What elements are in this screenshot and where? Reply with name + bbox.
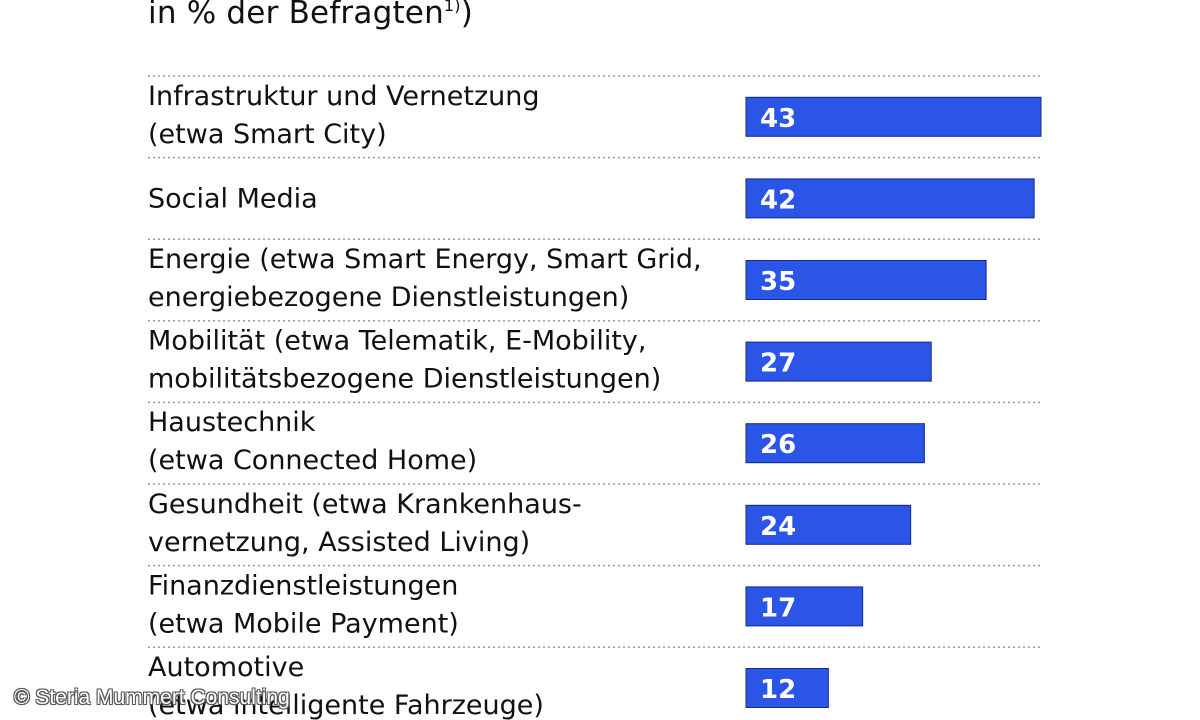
category-label: Finanzdienstleistungen: [148, 570, 458, 601]
category-label: Energie (etwa Smart Energy, Smart Grid,: [148, 244, 702, 275]
chart-row: Automotive (etwa intelligente Fahrzeuge) 1…: [148, 646, 1042, 720]
chart-row: Gesundheit (etwa Krankenhaus-vernetzung,…: [148, 483, 1042, 558]
footnote-mark: 1): [443, 0, 461, 15]
bar-value-label: 17: [760, 593, 796, 623]
bar-value-label: 42: [760, 185, 796, 215]
bar: [745, 504, 912, 545]
category-label: Infrastruktur und Vernetzung: [148, 81, 540, 112]
category-label: Gesundheit (etwa Krankenhaus-: [148, 489, 582, 520]
subtitle-text: in % der Befragten: [148, 0, 444, 31]
bar-value-label: 24: [760, 512, 796, 542]
bar: [745, 178, 1035, 219]
category-label: Haustechnik: [148, 407, 316, 438]
bar-value-label: 27: [760, 349, 796, 379]
bar-value-label: 35: [760, 267, 796, 297]
chart-row: Finanzdienstleistungen (etwa Mobile Payme…: [148, 564, 1042, 639]
bar: [745, 668, 829, 708]
subtitle-closing: ): [460, 0, 474, 31]
bar-value-label: 12: [760, 675, 796, 705]
chart-row: Social Media 42: [148, 156, 1042, 219]
bar-value-label: 26: [760, 430, 796, 460]
bar: [745, 341, 932, 382]
category-label: vernetzung, Assisted Living): [148, 527, 530, 558]
category-label: Automotive: [148, 652, 304, 683]
category-label: Mobilität (etwa Telematik, E-Mobility,: [148, 326, 646, 357]
chart-row: Haustechnik (etwa Connected Home) 26: [148, 401, 1042, 476]
chart-row: Mobilität (etwa Telematik, E-Mobility, mo…: [148, 320, 1042, 395]
bar: [745, 423, 925, 464]
copyright-watermark: © Steria Mummert Consulting: [14, 686, 290, 709]
category-label: energiebezogene Dienstleistungen): [148, 282, 629, 313]
category-label: mobilitätsbezogene Dienstleistungen): [148, 364, 661, 395]
bar: [745, 260, 987, 300]
bar: [745, 96, 1042, 137]
category-label: Social Media: [148, 183, 318, 214]
category-label: (etwa intelligente Fahrzeuge): [148, 690, 544, 720]
category-label: (etwa Smart City): [148, 119, 387, 150]
chart-subtitle: in % der Befragten1)): [148, 0, 473, 33]
bar-value-label: 43: [760, 104, 796, 134]
category-label: (etwa Connected Home): [148, 445, 477, 476]
chart-row: Infrastruktur und Vernetzung (etwa Smart …: [148, 75, 1042, 150]
bar: [745, 586, 864, 627]
chart-row: Energie (etwa Smart Energy, Smart Grid, e…: [148, 238, 1042, 313]
category-label: (etwa Mobile Payment): [148, 608, 459, 639]
